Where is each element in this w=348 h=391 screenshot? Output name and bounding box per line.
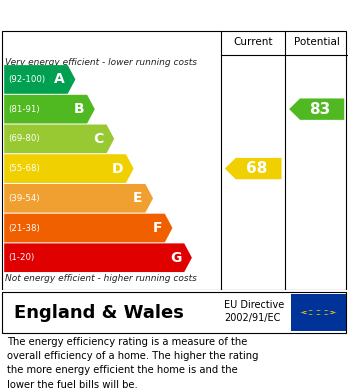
Polygon shape (289, 99, 344, 120)
Polygon shape (307, 314, 314, 315)
Text: A: A (54, 72, 65, 86)
Bar (291, 294, 346, 332)
Text: 68: 68 (246, 161, 267, 176)
Text: B: B (74, 102, 84, 116)
Text: Potential: Potential (294, 38, 340, 47)
Text: Energy Efficiency Rating: Energy Efficiency Rating (7, 7, 217, 23)
Polygon shape (4, 154, 134, 183)
Polygon shape (323, 310, 330, 311)
Text: Very energy efficient - lower running costs: Very energy efficient - lower running co… (5, 58, 197, 67)
Polygon shape (307, 310, 314, 311)
Text: C: C (94, 132, 104, 146)
Polygon shape (331, 312, 338, 313)
Text: (55-68): (55-68) (8, 164, 40, 173)
Polygon shape (4, 213, 173, 242)
Text: Current: Current (234, 38, 273, 47)
Text: England & Wales: England & Wales (14, 303, 184, 321)
Polygon shape (4, 95, 95, 124)
Text: EU Directive
2002/91/EC: EU Directive 2002/91/EC (224, 300, 285, 323)
Text: F: F (152, 221, 162, 235)
Polygon shape (4, 65, 76, 94)
Polygon shape (329, 311, 335, 312)
Polygon shape (315, 314, 322, 315)
Polygon shape (299, 312, 306, 313)
Text: (69-80): (69-80) (8, 135, 40, 143)
Polygon shape (4, 124, 114, 153)
Text: (1-20): (1-20) (8, 253, 34, 262)
Text: (81-91): (81-91) (8, 105, 40, 114)
Polygon shape (301, 311, 308, 312)
Text: (21-38): (21-38) (8, 224, 40, 233)
Polygon shape (4, 243, 192, 272)
Text: E: E (133, 191, 143, 205)
Text: (39-54): (39-54) (8, 194, 40, 203)
Text: 83: 83 (309, 102, 331, 117)
Polygon shape (4, 184, 153, 213)
Polygon shape (301, 313, 308, 314)
Text: (92-100): (92-100) (8, 75, 46, 84)
Text: D: D (112, 161, 123, 176)
Text: The energy efficiency rating is a measure of the
overall efficiency of a home. T: The energy efficiency rating is a measur… (7, 337, 259, 390)
Polygon shape (323, 314, 330, 315)
Text: G: G (170, 251, 181, 265)
Polygon shape (329, 313, 335, 314)
Polygon shape (315, 310, 322, 311)
Text: Not energy efficient - higher running costs: Not energy efficient - higher running co… (5, 274, 197, 283)
Polygon shape (225, 158, 282, 179)
